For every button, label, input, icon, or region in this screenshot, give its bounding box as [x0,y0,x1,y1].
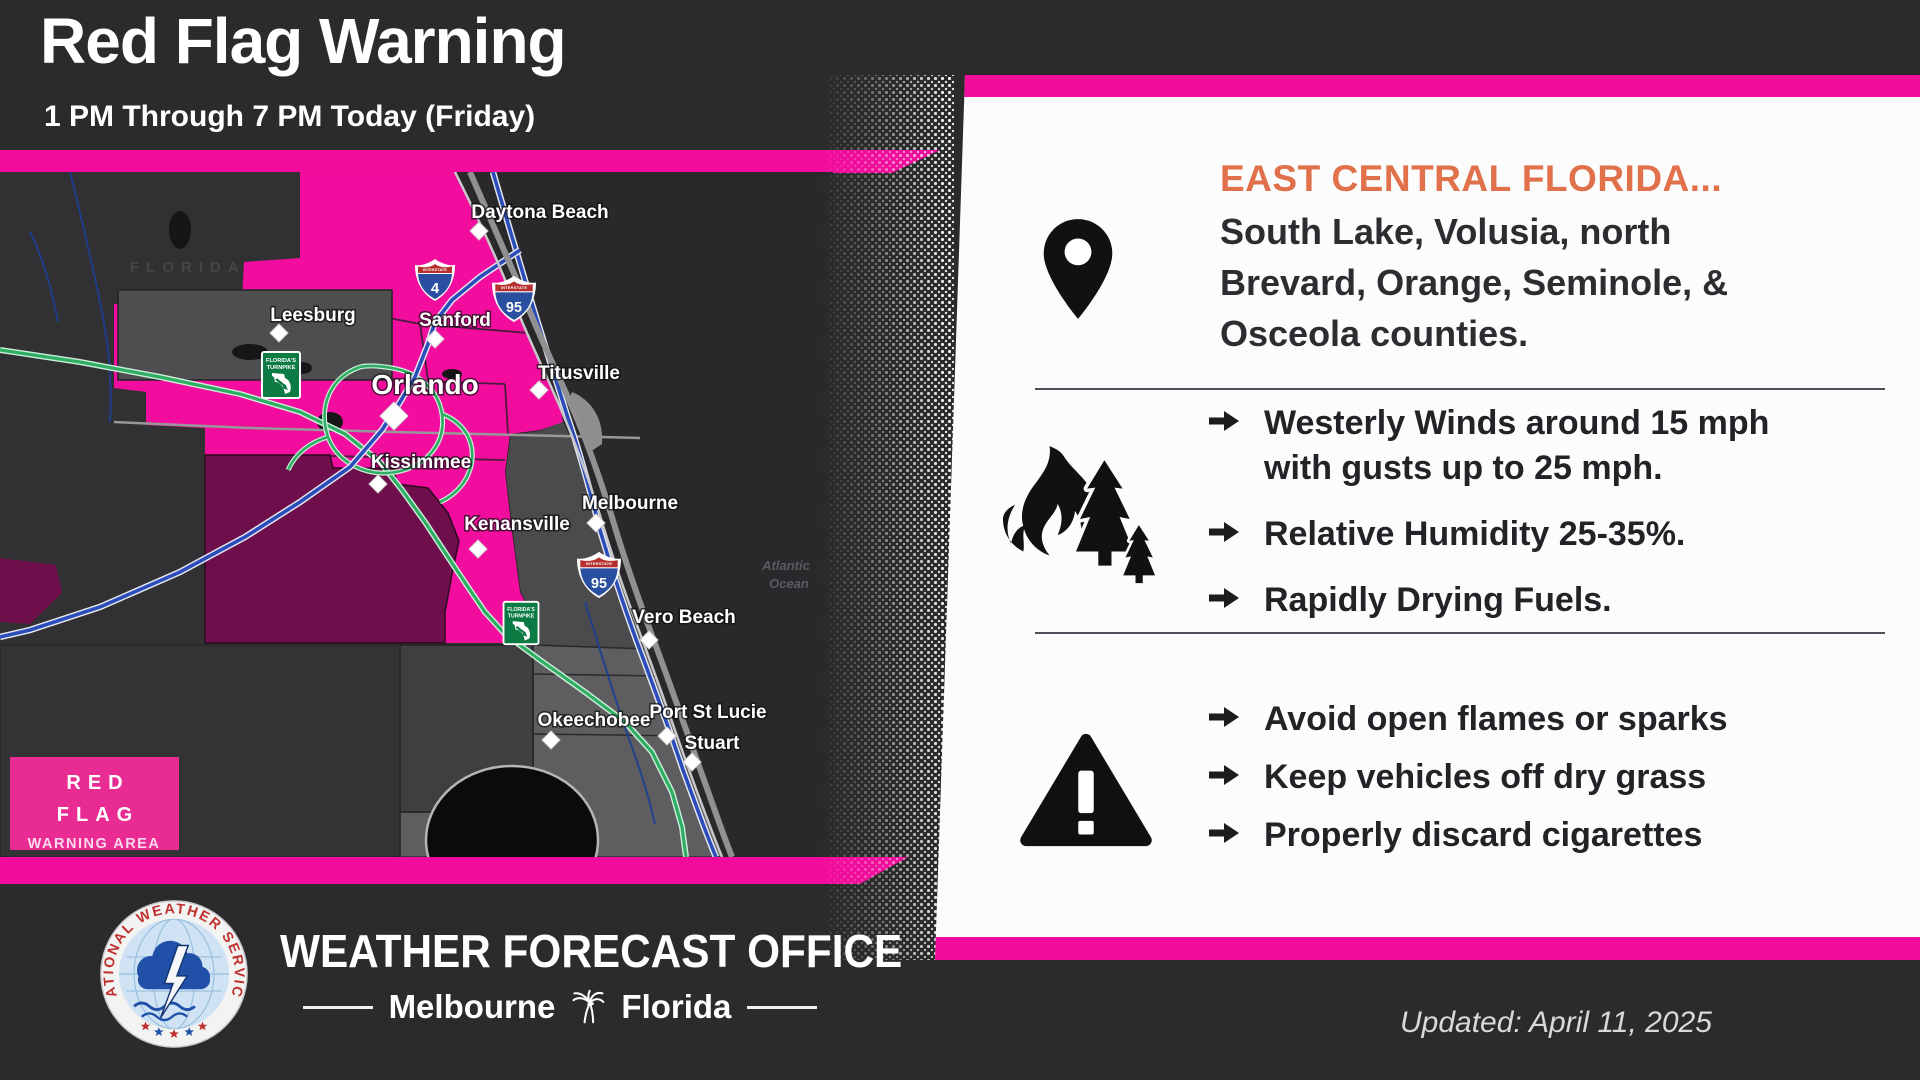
section-divider-1 [1035,388,1885,390]
office-title: WEATHER FORECAST OFFICE [280,925,903,977]
region-line: Brevard, Orange, Seminole, & [1220,262,1729,303]
city-label: Leesburg [270,305,356,326]
condition-item: Relative Humidity 25-35%. [1206,512,1769,557]
adjacent-warning-area-polygon [204,454,460,644]
page-title: Red Flag Warning [40,5,567,77]
precaution-text: Keep vehicles off dry grass [1264,758,1707,796]
warning-area-legend: RED FLAG WARNING AREA [10,757,179,852]
red-flag-warning-area-polygon [114,172,563,643]
office-city: Melbourne [388,988,556,1025]
condition-item: Westerly Winds around 15 mph with gusts … [1206,401,1769,491]
turnpike-label: FLORIDA'S [266,358,296,364]
city-label: Daytona Beach [471,202,608,223]
city-label: Melbourne [582,493,678,514]
pink-divider-stripe-bottom [0,857,908,884]
conditions-list: Westerly Winds around 15 mph with gusts … [1206,401,1769,644]
county-lake-north [117,289,393,381]
interstate-label: INTERSTATE [586,561,613,566]
ocean-label-line1: Atlantic [761,558,810,573]
city-label: Kissimmee [371,452,471,473]
city-label: Vero Beach [632,607,736,628]
arrow-icon [1209,588,1239,608]
precaution-text: Avoid open flames or sparks [1264,700,1728,738]
condition-text: Westerly Winds around 15 mph [1264,404,1770,442]
interstate-4-shield: INTERSTATE 4 [415,259,455,301]
region-line: Osceola counties. [1220,313,1529,354]
city-label: Sanford [419,310,491,331]
arrow-icon [1209,707,1239,727]
section-divider-2 [1035,632,1885,634]
ocean-label-line2: Ocean [769,576,809,591]
interstate-95-shield: INTERSTATE 95 [492,275,536,323]
turnpike-shield-south: FLORIDA'S TURNPIKE [502,600,540,646]
condition-item: Rapidly Drying Fuels. [1206,578,1769,623]
city-markers [269,221,702,772]
dash-decoration [302,1005,373,1009]
city-label: Orlando [371,369,478,400]
arrow-icon [1209,823,1239,843]
halftone-transition [820,75,954,960]
arrow-icon [1209,522,1239,542]
orlando-beltways [285,363,475,505]
location-pin-icon [1043,219,1113,319]
fire-danger-icon [1002,446,1158,586]
legend-line1: RED [66,772,129,794]
florida-warning-map: FLORIDA [0,172,833,857]
legend-line2: FLAG [57,804,139,826]
ghost-state-label: FLORIDA [130,259,246,276]
warning-triangle-icon [1020,733,1152,847]
cape-canaveral [568,392,603,452]
turnpike-road [0,347,689,857]
lake-okeechobee [424,764,600,857]
city-label: Stuart [685,733,741,754]
condition-text: Relative Humidity 25-35%. [1264,515,1686,553]
city-label: Okeechobee [538,710,651,731]
turnpike-label: TURNPIKE [508,613,535,619]
condition-text: with gusts up to 25 mph. [1264,449,1663,487]
dash-decoration [747,1005,818,1009]
nws-logo: NATIONAL WEATHER SERVICE [98,898,248,1048]
interstate-95-number: 95 [591,576,607,592]
updated-timestamp: Updated: April 11, 2025 [1400,1006,1712,1039]
arrow-icon [1209,411,1239,431]
turnpike-label: TURNPIKE [267,365,296,371]
precaution-item: Properly discard cigarettes [1206,813,1728,858]
interstate-4-road [0,247,522,641]
palm-tree-icon [572,989,605,1024]
precaution-item: Avoid open flames or sparks [1206,697,1728,742]
precaution-text: Properly discard cigarettes [1264,816,1703,854]
precaution-item: Keep vehicles off dry grass [1206,755,1728,800]
turnpike-label: FLORIDA'S [507,607,535,613]
county-border [532,673,663,677]
adjacent-warning-wedge [0,558,62,624]
interstate-label: INTERSTATE [423,268,447,272]
city-label: Kenansville [464,514,570,535]
interstate-label: INTERSTATE [501,285,528,290]
arrow-icon [1209,765,1239,785]
interstate-95-number: 95 [506,300,522,316]
interstate-95-shield-south: INTERSTATE 95 [577,551,621,599]
office-state: Florida [621,988,732,1025]
precautions-list: Avoid open flames or sparks Keep vehicle… [1206,697,1728,871]
legend-line3: WARNING AREA [28,836,161,852]
nws-logo-stars [140,1021,208,1038]
region-description: South Lake, Volusia, north Brevard, Oran… [1220,206,1728,359]
office-block: WEATHER FORECAST OFFICE Melbourne Florid… [280,924,903,1026]
office-location-row: Melbourne Florida [280,988,840,1026]
warning-time-subtitle: 1 PM Through 7 PM Today (Friday) [44,100,536,133]
rivers [29,172,656,825]
city-label: Titusville [538,363,620,384]
interstate-4-number: 4 [431,280,440,297]
pink-divider-stripe-top [0,150,940,173]
region-title: EAST CENTRAL FLORIDA... [1220,158,1723,199]
condition-text: Rapidly Drying Fuels. [1264,581,1612,619]
turnpike-shield-north: FLORIDA'S TURNPIKE [261,351,301,399]
city-label: Port St Lucie [649,702,766,723]
region-line: South Lake, Volusia, north [1220,211,1672,252]
